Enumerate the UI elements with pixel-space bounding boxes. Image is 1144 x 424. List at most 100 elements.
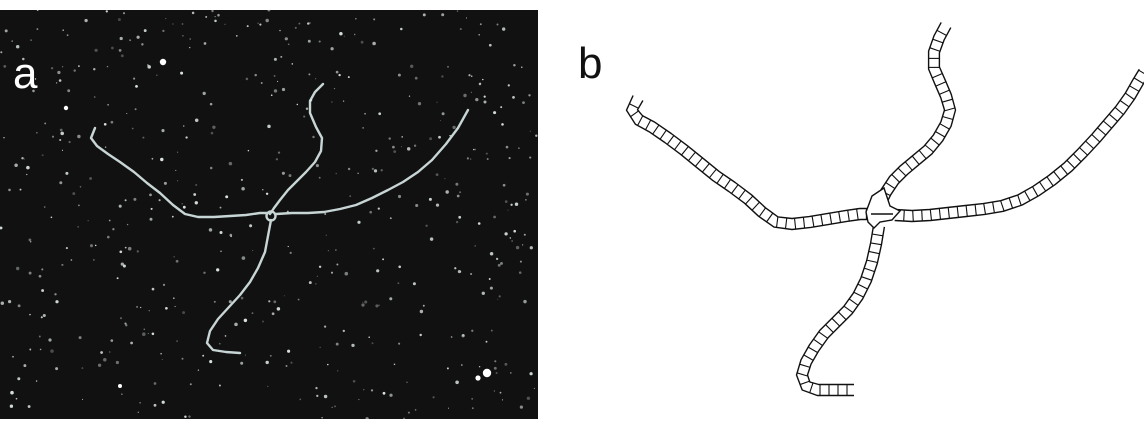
ladder-rung (912, 156, 919, 165)
speckle (309, 281, 312, 284)
speckle (375, 304, 378, 307)
speckle (198, 369, 199, 370)
speckle (216, 268, 219, 271)
speckle (267, 10, 270, 11)
speckle (136, 306, 138, 308)
ladder-left-arm (627, 96, 870, 230)
speckle (112, 228, 114, 230)
speckle (109, 220, 111, 222)
ladder-rung (1134, 78, 1144, 84)
ladder-rung (867, 260, 878, 262)
panel-label-a: a (13, 52, 37, 96)
speckle (156, 75, 157, 76)
ladder-rung (925, 145, 934, 152)
ladder-rung (966, 206, 967, 217)
speckle (496, 23, 498, 25)
ladder-rung (945, 108, 956, 111)
speckle-large (118, 384, 122, 388)
speckle (39, 275, 42, 278)
speckle (183, 206, 186, 209)
ladder-rung (709, 169, 716, 178)
ladder-rung (804, 355, 814, 361)
speckle (162, 401, 165, 404)
speckle (174, 256, 175, 257)
ladder-rung (745, 196, 753, 204)
ladder-rung (1054, 172, 1061, 181)
speckle (526, 193, 529, 196)
speckle (172, 216, 174, 218)
speckle (324, 325, 326, 327)
speckle (436, 203, 439, 206)
speckle (484, 101, 487, 104)
speckle (286, 365, 288, 367)
filament-top-arm (270, 84, 323, 214)
speckle (225, 335, 227, 337)
speckle (234, 323, 238, 327)
speckle (502, 399, 503, 400)
ladder-rung (904, 210, 905, 221)
speckle (106, 10, 108, 12)
speckle (478, 222, 481, 225)
speckle (107, 236, 110, 239)
ladder-rung (797, 373, 808, 376)
speckle (36, 28, 38, 30)
speckle (190, 383, 192, 385)
speckle (390, 217, 392, 219)
speckle (479, 366, 480, 367)
speckle (368, 336, 370, 338)
speckle (93, 68, 95, 70)
speckle (317, 276, 318, 277)
speckle (334, 88, 335, 89)
speckle-large (160, 59, 166, 65)
speckle (219, 343, 221, 345)
speckle (516, 246, 519, 249)
speckle (362, 127, 364, 129)
speckle (530, 131, 531, 132)
speckle (154, 382, 157, 385)
speckle (460, 28, 462, 30)
ladder-rung (1073, 154, 1081, 162)
speckle (59, 181, 62, 184)
speckle (316, 395, 318, 397)
speckle (244, 319, 247, 322)
ladder-rung (800, 381, 810, 385)
speckle (71, 259, 73, 261)
speckle (107, 104, 109, 106)
ladder-rung (886, 183, 895, 189)
speckle (508, 84, 510, 86)
speckle (343, 330, 345, 332)
speckle (282, 88, 285, 91)
speckle (458, 270, 461, 273)
ladder-rung (739, 190, 746, 199)
ladder-rung (814, 339, 823, 345)
speckle (245, 355, 246, 356)
schematic-drawing (550, 0, 1144, 419)
speckle (161, 129, 164, 132)
ladder-rung (1139, 70, 1144, 76)
speckle (204, 42, 207, 45)
speckle (493, 111, 496, 114)
speckle (188, 415, 190, 417)
speckle (125, 199, 127, 201)
speckle (392, 146, 395, 149)
speckle (274, 58, 277, 61)
speckle (308, 40, 311, 43)
speckle (398, 265, 401, 268)
ladder-rung (975, 205, 976, 216)
speckle (10, 391, 14, 395)
speckle (165, 18, 166, 19)
speckle (8, 300, 11, 303)
speckle (401, 146, 402, 147)
speckle (82, 399, 83, 400)
speckle (14, 163, 18, 167)
speckle (523, 300, 526, 303)
speckle (135, 108, 137, 110)
speckle (505, 200, 508, 203)
speckle (94, 96, 96, 98)
ladder-rail (808, 227, 885, 385)
ladder-rung (864, 268, 874, 272)
speckle (418, 102, 421, 105)
ladder-rung (993, 202, 995, 213)
ladder-rung (702, 164, 709, 173)
speckle (248, 150, 250, 152)
